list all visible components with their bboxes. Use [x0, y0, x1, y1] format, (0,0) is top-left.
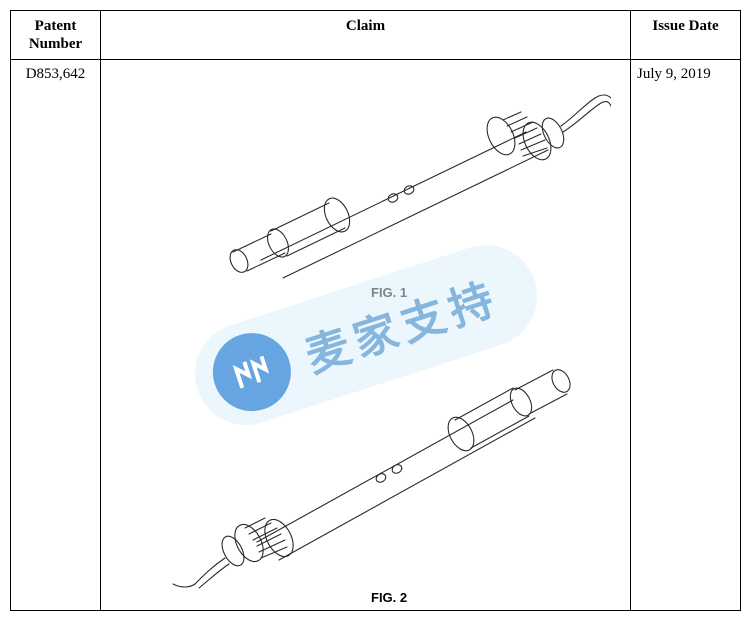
- header-claim: Claim: [101, 11, 631, 60]
- claim-figures-container: FIG. 1: [101, 60, 630, 610]
- table-row: D853,642: [11, 60, 741, 611]
- figure-1-drawing: [171, 70, 611, 300]
- header-patent: Patent Number: [11, 11, 101, 60]
- issue-date-cell: July 9, 2019: [631, 60, 741, 611]
- figure-2-label: FIG. 2: [371, 590, 407, 605]
- patent-number-cell: D853,642: [11, 60, 101, 611]
- claim-cell: FIG. 1: [101, 60, 631, 611]
- patent-table: Patent Number Claim Issue Date D853,642: [10, 10, 741, 611]
- header-row: Patent Number Claim Issue Date: [11, 11, 741, 60]
- figure-2-drawing: [161, 330, 601, 590]
- figure-1-label: FIG. 1: [371, 285, 407, 300]
- header-date: Issue Date: [631, 11, 741, 60]
